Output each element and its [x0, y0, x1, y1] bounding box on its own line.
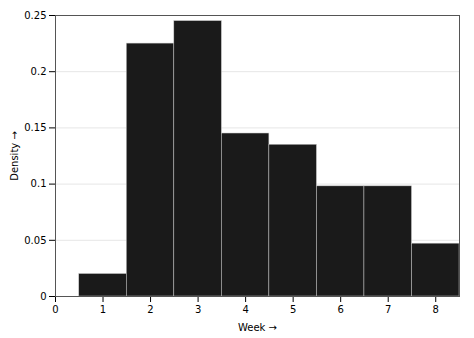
svg-text:0.15: 0.15	[24, 122, 46, 133]
svg-text:Density →: Density →	[9, 131, 20, 181]
svg-text:3: 3	[195, 304, 201, 315]
svg-text:0.05: 0.05	[24, 235, 46, 246]
svg-text:0.1: 0.1	[31, 178, 47, 189]
svg-text:0.2: 0.2	[31, 66, 47, 77]
svg-text:8: 8	[433, 304, 439, 315]
svg-text:6: 6	[337, 304, 343, 315]
svg-text:7: 7	[385, 304, 391, 315]
svg-text:5: 5	[290, 304, 296, 315]
svg-text:2: 2	[147, 304, 153, 315]
svg-text:0.25: 0.25	[24, 10, 46, 21]
svg-text:4: 4	[242, 304, 248, 315]
svg-text:0: 0	[40, 291, 46, 302]
svg-text:0: 0	[52, 304, 58, 315]
svg-text:Week →: Week →	[238, 322, 277, 333]
svg-text:1: 1	[100, 304, 106, 315]
